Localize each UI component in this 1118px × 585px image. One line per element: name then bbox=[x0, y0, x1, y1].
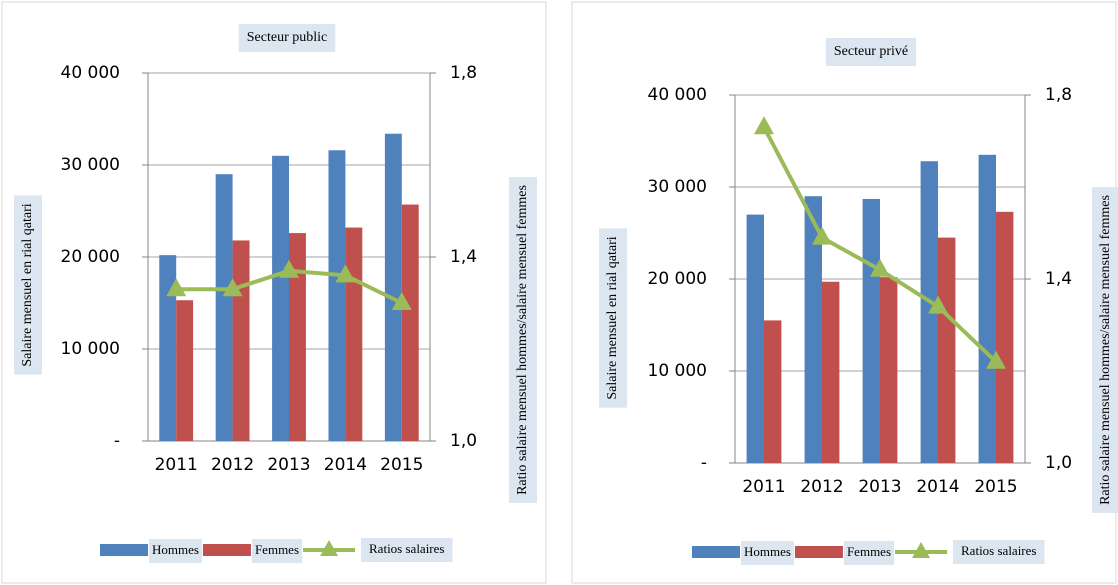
label-box: Salaire mensuel en rial qatari bbox=[599, 228, 627, 408]
legend-swatch bbox=[794, 546, 843, 558]
bar bbox=[978, 154, 996, 464]
bar bbox=[401, 204, 419, 441]
y-tick-label: 10 000 bbox=[648, 361, 707, 381]
y-tick-label: - bbox=[114, 431, 120, 451]
bar bbox=[764, 320, 782, 463]
x-tick-label: 2013 bbox=[858, 477, 901, 497]
label: Ratio salaire mensuel hommes/salaire men… bbox=[515, 185, 530, 495]
ratio-marker bbox=[928, 295, 948, 314]
y-tick-label: 40 000 bbox=[61, 63, 120, 83]
label: Salaire mensuel en rial qatari bbox=[605, 236, 620, 399]
label-box: Ratio salaire mensuel hommes/salaire men… bbox=[509, 177, 537, 503]
y-tick-label: 30 000 bbox=[648, 177, 707, 197]
legend-label: Hommes bbox=[744, 544, 791, 559]
x-tick-label: 2015 bbox=[380, 455, 423, 475]
y2-tick-label: 1,0 bbox=[450, 431, 477, 451]
x-tick-label: 2012 bbox=[800, 477, 843, 497]
y-tick-label: 40 000 bbox=[648, 85, 707, 105]
legend-swatch bbox=[100, 544, 148, 556]
bar bbox=[176, 300, 194, 441]
legend-marker bbox=[912, 542, 931, 558]
ratio-marker bbox=[222, 278, 243, 297]
y-tick-label: 20 000 bbox=[61, 247, 120, 267]
ratio-marker bbox=[391, 292, 412, 310]
label-bg bbox=[14, 195, 42, 375]
x-tick-label: 2011 bbox=[742, 477, 785, 497]
label-box: Secteur privé bbox=[825, 38, 917, 66]
ratio-marker bbox=[279, 259, 299, 278]
bar bbox=[272, 155, 289, 442]
legend-label: Ratios salaires bbox=[961, 543, 1036, 558]
label: Salaire mensuel en rial qatari bbox=[20, 203, 35, 366]
bar bbox=[289, 233, 306, 441]
ratio-marker bbox=[166, 278, 187, 297]
y2-tick-label: 1,8 bbox=[1045, 85, 1072, 105]
y2-tick-label: 1,8 bbox=[450, 63, 477, 83]
label: Ratio salaire mensuel hommes/salaire men… bbox=[1098, 195, 1113, 505]
x-tick-label: 2013 bbox=[267, 455, 310, 475]
label-bg bbox=[1092, 187, 1118, 513]
bar bbox=[880, 277, 898, 463]
legend-bg bbox=[741, 541, 794, 565]
legend-label: Femmes bbox=[847, 544, 891, 559]
bar bbox=[215, 174, 233, 441]
y-tick-label: 30 000 bbox=[61, 155, 120, 175]
label-box: Secteur public bbox=[238, 24, 336, 52]
bar bbox=[996, 211, 1014, 463]
x-tick-label: 2015 bbox=[974, 477, 1017, 497]
y2-tick-label: 1,4 bbox=[1045, 269, 1072, 289]
ratio-marker bbox=[986, 350, 1006, 369]
legend-bg bbox=[843, 541, 895, 565]
label-box: Salaire mensuel en rial qatari bbox=[14, 195, 42, 375]
y-tick-label: 10 000 bbox=[61, 339, 120, 359]
y-tick-label: - bbox=[701, 453, 707, 473]
label-bg bbox=[599, 228, 627, 408]
y2-tick-label: 1,0 bbox=[1045, 453, 1072, 473]
label-bg bbox=[509, 177, 537, 503]
bar bbox=[384, 133, 402, 441]
bar bbox=[822, 281, 840, 463]
bar bbox=[938, 237, 956, 463]
legend-bg bbox=[361, 538, 453, 562]
legend-marker bbox=[320, 540, 339, 556]
bar bbox=[328, 150, 346, 441]
legend-bg bbox=[953, 540, 1045, 564]
ratio-marker bbox=[870, 258, 890, 277]
x-tick-label: 2014 bbox=[324, 455, 367, 475]
legend-bg bbox=[251, 539, 303, 563]
y-tick-label: 20 000 bbox=[648, 269, 707, 289]
legend-swatch bbox=[692, 546, 740, 558]
ratio-marker bbox=[812, 226, 832, 245]
label-bg bbox=[238, 24, 336, 52]
ratio-marker bbox=[754, 116, 774, 135]
bar bbox=[804, 196, 822, 463]
bar bbox=[159, 255, 177, 441]
x-tick-label: 2012 bbox=[211, 455, 254, 475]
label: Secteur privé bbox=[834, 44, 908, 59]
legend-swatch bbox=[202, 544, 251, 556]
legend-label: Femmes bbox=[255, 542, 299, 557]
bar bbox=[862, 198, 880, 463]
bar bbox=[746, 214, 764, 463]
legend-bg bbox=[149, 539, 202, 563]
x-tick-label: 2014 bbox=[916, 477, 959, 497]
label: Secteur public bbox=[247, 30, 327, 45]
x-tick-label: 2011 bbox=[155, 455, 198, 475]
bar bbox=[232, 240, 250, 441]
label-box: Ratio salaire mensuel hommes/salaire men… bbox=[1092, 187, 1118, 513]
y2-tick-label: 1,4 bbox=[450, 247, 477, 267]
ratio-marker bbox=[335, 264, 356, 283]
label-bg bbox=[825, 38, 917, 66]
legend-label: Hommes bbox=[152, 542, 199, 557]
bar bbox=[345, 227, 363, 441]
legend-label: Ratios salaires bbox=[369, 541, 444, 556]
